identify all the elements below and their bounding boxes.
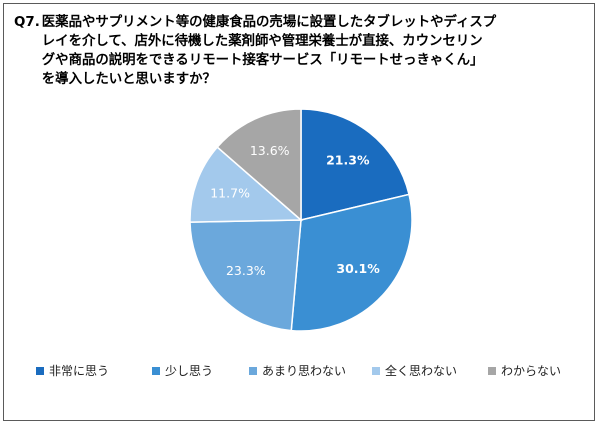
legend-swatch-2 bbox=[152, 366, 160, 375]
pie-value-label-4: 11.7% bbox=[210, 186, 250, 201]
legend-label-1: 非常に思う bbox=[49, 364, 110, 378]
question-line-2: レイを介して、店外に待機した薬剤師や管理栄養士が直接、カウンセリン bbox=[41, 34, 483, 49]
pie-slice-5 bbox=[216, 108, 302, 222]
question-number: Q7. bbox=[14, 15, 40, 30]
pie-value-label-2: 30.1% bbox=[336, 261, 380, 276]
legend-item-3: あまり思わない bbox=[249, 362, 346, 379]
pie-slice-3 bbox=[189, 219, 302, 332]
legend-swatch-5 bbox=[488, 366, 496, 375]
legend-swatch-4 bbox=[372, 366, 380, 375]
pie-value-labels: 21.3% 30.1% 23.3% 11.7% 13.6% bbox=[210, 143, 380, 278]
pie-slice-2 bbox=[290, 193, 413, 332]
pie-slice-1 bbox=[300, 108, 410, 221]
question-text: Q7. 医薬品やサプリメント等の健康食品の売場に設置したタブレットやディスプ レ… bbox=[14, 13, 574, 89]
question-line-3: グや商品の説明をできるリモート接客サービス「リモートせっきゃくん」 bbox=[41, 53, 484, 68]
question-line-1: 医薬品やサプリメント等の健康食品の売場に設置したタブレットやディスプ bbox=[41, 15, 497, 30]
legend-item-4: 全く思わない bbox=[372, 362, 457, 379]
legend-label-3: あまり思わない bbox=[262, 364, 347, 378]
legend-label-2: 少し思う bbox=[165, 364, 214, 378]
legend-label-4: 全く思わない bbox=[385, 364, 458, 378]
legend-swatch-3 bbox=[249, 366, 257, 375]
pie-value-label-5: 13.6% bbox=[250, 143, 290, 158]
pie-value-label-1: 21.3% bbox=[326, 152, 370, 167]
legend: 非常に思う 少し思う あまり思わない 全く思わない わからない bbox=[36, 362, 576, 382]
legend-item-5: わからない bbox=[488, 362, 561, 379]
legend-swatch-1 bbox=[36, 366, 44, 375]
question-line-4: を導入したいと思いますか？ bbox=[41, 72, 216, 87]
legend-item-1: 非常に思う bbox=[36, 362, 109, 379]
question-body: 医薬品やサプリメント等の健康食品の売場に設置したタブレットやディスプ レイを介し… bbox=[42, 13, 574, 89]
pie-slices bbox=[189, 108, 413, 332]
legend-item-2: 少し思う bbox=[152, 362, 213, 379]
legend-label-5: わからない bbox=[501, 364, 562, 378]
pie-slice-4 bbox=[189, 146, 303, 223]
pie-value-label-3: 23.3% bbox=[226, 263, 266, 278]
